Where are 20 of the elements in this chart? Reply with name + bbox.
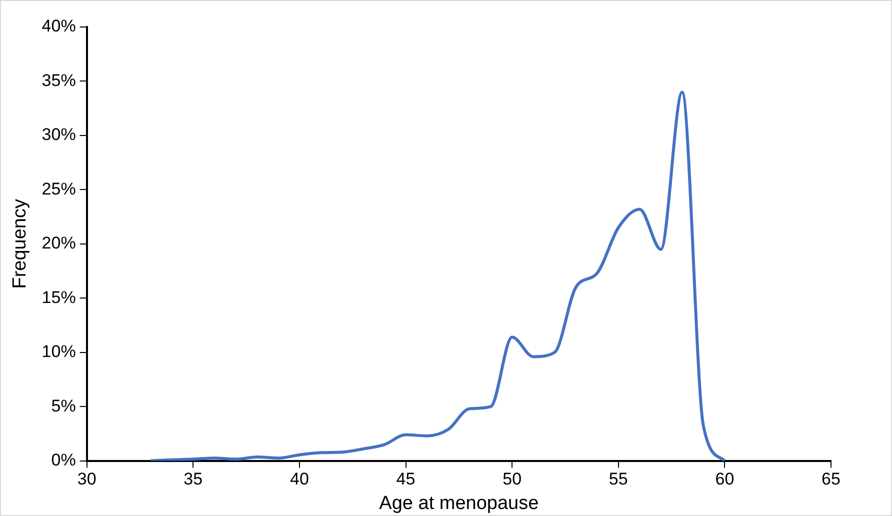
y-tick-label: 35% [42,70,76,90]
x-axis-title: Age at menopause [379,492,539,514]
x-tick-label: 35 [184,470,203,489]
y-tick-label: 15% [42,288,76,307]
y-axis-title: Frequency [10,198,31,289]
y-tick-label: 0% [51,450,76,470]
y-tick-label: 30% [42,125,76,144]
x-tick-label: 60 [715,470,734,489]
x-tick-label: 55 [608,470,628,489]
x-tick-label: 50 [502,470,522,489]
y-tick-label: 25% [42,179,76,198]
x-tick-label: 30 [77,470,96,489]
y-tick-label: 5% [51,396,76,416]
x-tick-label: 65 [822,470,840,489]
y-tick-label: 20% [42,234,76,253]
x-tick-label: 45 [396,470,416,489]
x-tick-label: 40 [290,470,309,489]
y-tick-label: 40% [42,16,76,36]
line-series [149,90,726,461]
y-tick-label: 10% [42,342,76,362]
